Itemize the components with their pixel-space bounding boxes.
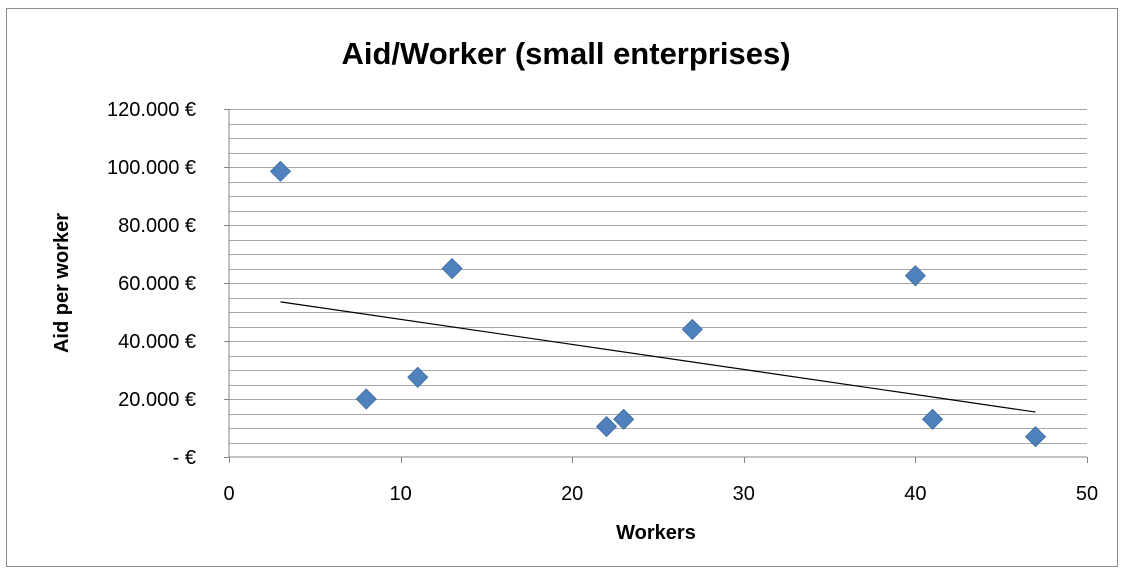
x-tick-label: 0 <box>223 483 234 505</box>
y-axis-title: Aid per worker <box>51 213 73 353</box>
data-point <box>355 388 377 410</box>
gridlines <box>229 109 1087 444</box>
chart-title: Aid/Worker (small enterprises) <box>341 36 791 71</box>
data-point <box>1024 426 1047 448</box>
data-point <box>441 257 463 280</box>
axes <box>224 109 1088 463</box>
x-tick-label: 50 <box>1076 483 1098 505</box>
y-tick-label: - € <box>173 447 196 469</box>
data-point <box>681 318 703 340</box>
y-tick-label: 20.000 € <box>118 389 196 411</box>
x-tick-label: 10 <box>389 483 411 505</box>
trendline <box>280 301 1036 413</box>
y-tick-label: 100.000 € <box>107 157 196 179</box>
data-point <box>407 366 429 388</box>
chart-frame <box>6 8 1118 567</box>
trendline-group <box>280 301 1036 413</box>
data-point <box>595 415 618 438</box>
x-tick-label: 20 <box>561 483 583 505</box>
data-point <box>904 265 926 287</box>
data-point <box>613 408 635 430</box>
x-tick-labels: 0 10 20 30 40 50 <box>223 483 1098 505</box>
data-points <box>269 160 1047 448</box>
y-tick-label: 40.000 € <box>118 331 196 353</box>
x-axis-title: Workers <box>616 522 696 544</box>
y-tick-label: 80.000 € <box>118 215 196 237</box>
data-point <box>921 408 944 430</box>
x-tick-label: 30 <box>733 483 755 505</box>
y-tick-label: 60.000 € <box>118 273 196 295</box>
x-tick-label: 40 <box>904 483 926 505</box>
data-point <box>269 160 292 182</box>
y-tick-label: 120.000 € <box>107 99 196 121</box>
y-tick-labels: - € 20.000 € 40.000 € 60.000 € 80.000 € 100.0… <box>107 99 196 469</box>
